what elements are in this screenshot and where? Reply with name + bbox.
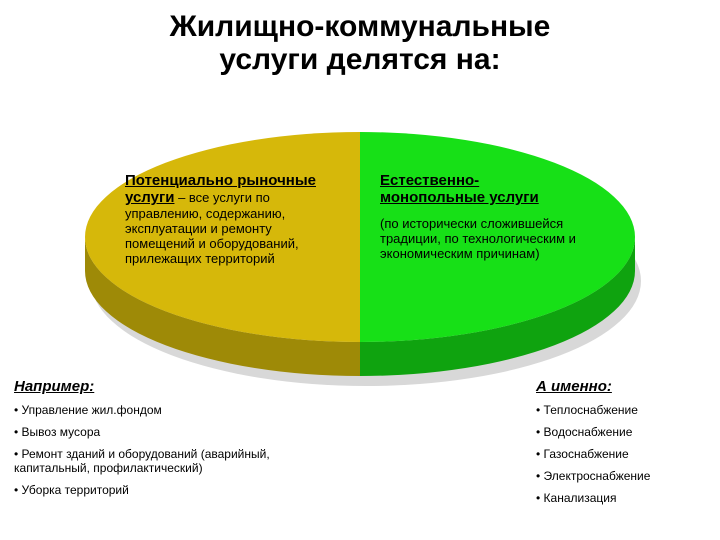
list-item: • Газоснабжение (536, 447, 706, 461)
title-line-2: услуги делятся на: (219, 43, 500, 76)
list-item: • Управление жил.фондом (14, 403, 274, 417)
title-line-1: Жилищно-коммунальные (170, 10, 551, 43)
list-item: • Канализация (536, 491, 706, 505)
left-slice-caption: Потенциально рыночные услуги – все услуг… (125, 172, 345, 266)
list-item: • Теплоснабжение (536, 403, 706, 417)
list-item: • Уборка территорий (14, 483, 274, 497)
slide-title: Жилищно-коммунальные услуги делятся на: (0, 10, 720, 76)
list-item: • Электроснабжение (536, 469, 706, 483)
list-item: • Ремонт зданий и оборудований (аварийны… (14, 447, 274, 475)
right-slice-body: (по исторически сложившейся традиции, по… (380, 216, 600, 261)
list-item: • Водоснабжение (536, 425, 706, 439)
right-slice-heading-1: Естественно- (380, 172, 479, 189)
left-example-list: Например: • Управление жил.фондом • Вывоз… (14, 378, 274, 497)
right-example-list: А именно: • Теплоснабжение • Водоснабжени… (536, 378, 706, 505)
right-slice-heading-2: монопольные услуги (380, 189, 539, 206)
right-slice-caption: Естественно- монопольные услуги (по исто… (380, 172, 600, 261)
right-list-heading: А именно: (536, 378, 706, 395)
list-item: • Вывоз мусора (14, 425, 274, 439)
left-list-heading: Например: (14, 378, 274, 395)
